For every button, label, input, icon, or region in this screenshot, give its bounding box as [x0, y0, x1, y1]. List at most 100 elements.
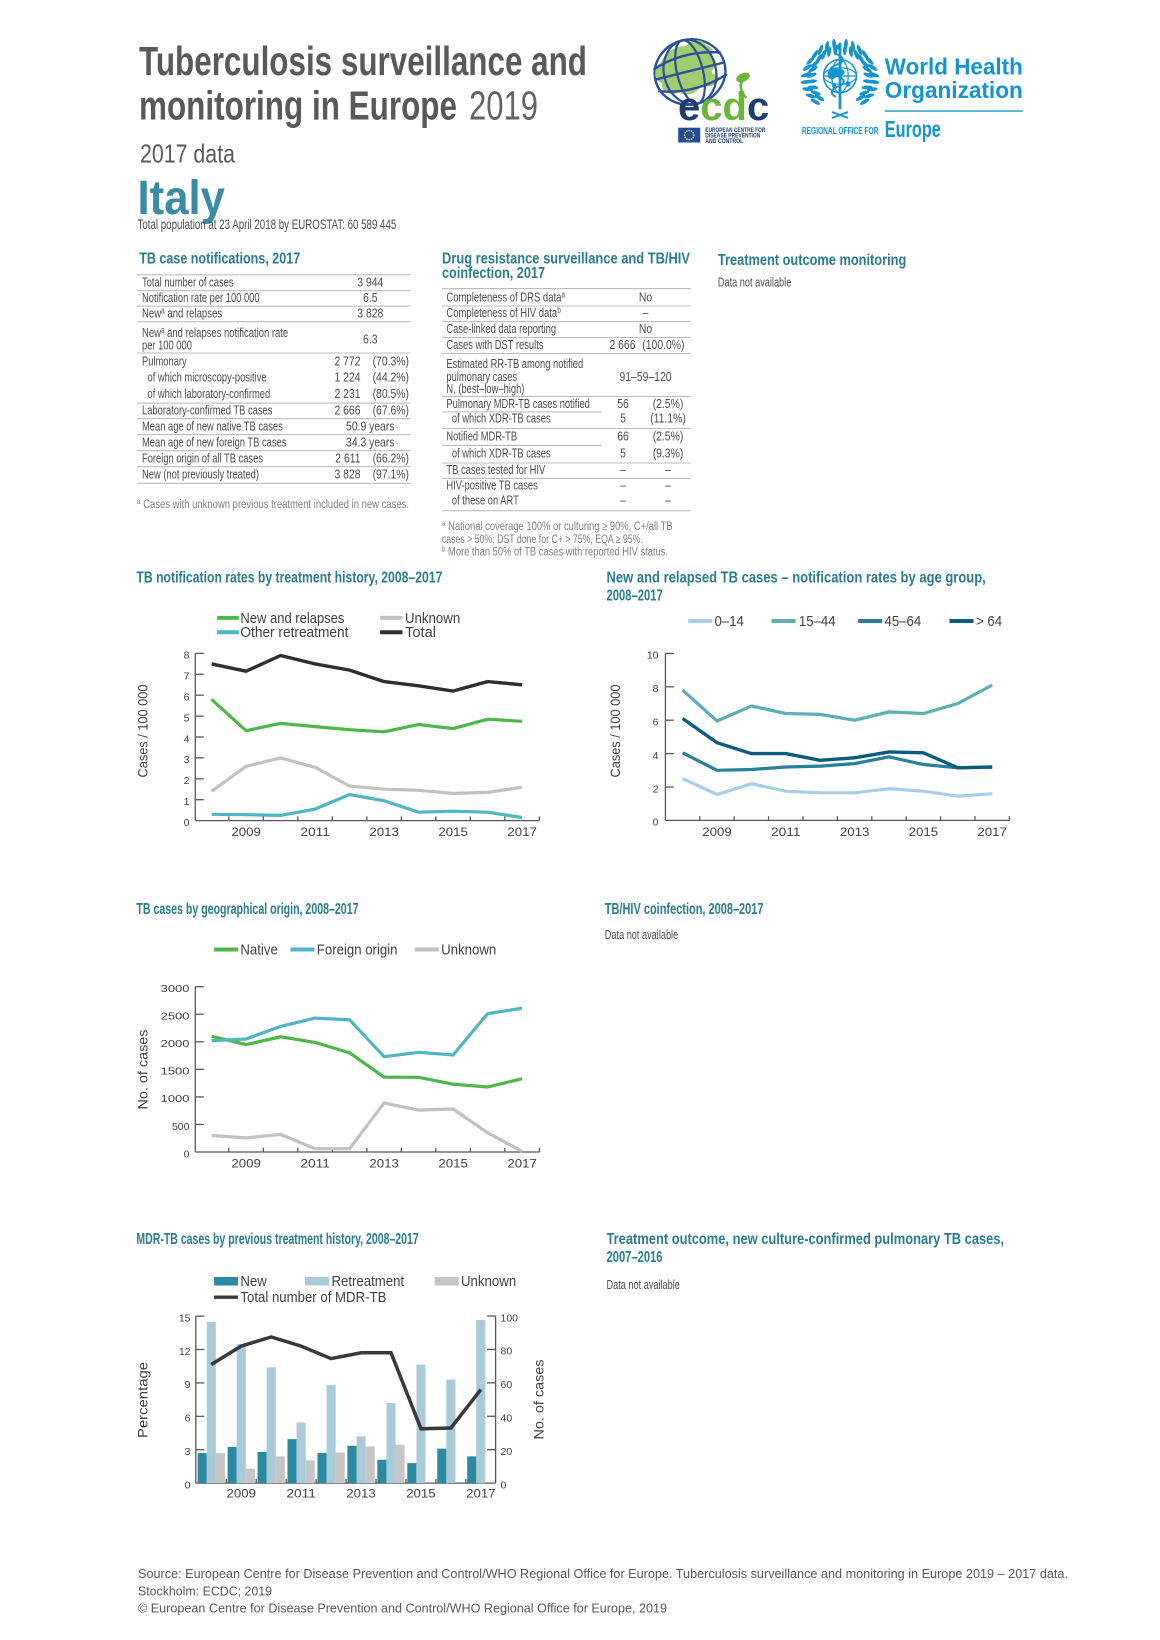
svg-text:Total: Total — [405, 624, 436, 641]
svg-text:45–64: 45–64 — [885, 613, 922, 630]
svg-text:3 828: 3 828 — [335, 466, 361, 481]
svg-text:80: 80 — [501, 1346, 513, 1358]
svg-text:–: – — [665, 477, 671, 492]
svg-text:2017: 2017 — [466, 1489, 496, 1501]
svg-text:Data not available: Data not available — [607, 1277, 680, 1292]
svg-text:World Health: World Health — [885, 54, 1023, 80]
svg-text:5: 5 — [184, 712, 190, 724]
svg-text:2011: 2011 — [286, 1489, 316, 1501]
svg-text:TB/HIV coinfection, 2008–2017: TB/HIV coinfection, 2008–2017 — [605, 901, 764, 918]
svg-text:REGIONAL OFFICE FOR: REGIONAL OFFICE FOR — [802, 126, 879, 137]
svg-text:Drug resistance surveillance a: Drug resistance surveillance and TB/HIV — [442, 250, 691, 267]
svg-text:New: New — [240, 1273, 267, 1290]
svg-text:2007–2016: 2007–2016 — [607, 1249, 663, 1266]
svg-text:Source: European Centre for Di: Source: European Centre for Disease Prev… — [138, 1567, 1068, 1581]
svg-text:Total number of MDR-TB: Total number of MDR-TB — [240, 1289, 386, 1306]
svg-text:5: 5 — [620, 445, 626, 460]
svg-text:Percentage: Percentage — [134, 1362, 150, 1438]
svg-text:TB notification rates by treat: TB notification rates by treatment histo… — [136, 570, 442, 587]
svg-text:Pulmonary MDR-TB cases notifie: Pulmonary MDR-TB cases notified — [446, 396, 590, 411]
svg-text:2015: 2015 — [438, 827, 468, 839]
svg-text:of which XDR-TB cases: of which XDR-TB cases — [452, 411, 551, 426]
svg-text:New and relapsed TB cases – no: New and relapsed TB cases – notification… — [607, 570, 986, 587]
svg-text:2009: 2009 — [227, 1489, 257, 1501]
svg-text:7: 7 — [184, 671, 190, 683]
svg-text:No. of cases: No. of cases — [134, 1030, 150, 1110]
svg-text:–: – — [643, 305, 649, 320]
svg-text:Treatment outcome, new culture: Treatment outcome, new culture-confirmed… — [607, 1231, 1005, 1248]
svg-text:1: 1 — [184, 796, 190, 808]
svg-text:(44.2%): (44.2%) — [373, 370, 409, 385]
svg-text:Italy: Italy — [138, 172, 226, 225]
svg-text:New (not previously treated): New (not previously treated) — [142, 466, 259, 481]
svg-text:–: – — [620, 462, 626, 477]
svg-text:HIV-positive TB cases: HIV-positive TB cases — [446, 477, 538, 492]
svg-text:monitoring in Europe: monitoring in Europe — [139, 83, 457, 129]
svg-text:of which XDR-TB cases: of which XDR-TB cases — [452, 445, 551, 460]
svg-text:Data not available: Data not available — [605, 927, 678, 942]
svg-text:2015: 2015 — [438, 1159, 468, 1171]
svg-text:4: 4 — [653, 750, 659, 762]
svg-text:Retreatment: Retreatment — [332, 1273, 405, 1290]
svg-text:per 100 000: per 100 000 — [142, 338, 192, 353]
svg-text:pulmonary cases: pulmonary cases — [446, 369, 517, 384]
svg-text:1000: 1000 — [161, 1093, 190, 1105]
svg-text:(2.5%): (2.5%) — [653, 429, 684, 444]
svg-text:(2.5%): (2.5%) — [653, 396, 684, 411]
svg-text:2013: 2013 — [840, 827, 870, 839]
svg-text:3: 3 — [184, 754, 190, 766]
svg-text:(100.0%): (100.0%) — [642, 337, 684, 352]
svg-text:2015: 2015 — [909, 827, 939, 839]
svg-text:2011: 2011 — [300, 1159, 330, 1171]
svg-text:2 231: 2 231 — [335, 386, 361, 401]
svg-text:10: 10 — [647, 650, 659, 662]
svg-text:0: 0 — [185, 1479, 191, 1491]
svg-text:> 64: > 64 — [976, 613, 1002, 630]
svg-text:of these on ART: of these on ART — [452, 493, 519, 508]
svg-text:2009: 2009 — [702, 827, 732, 839]
svg-text:Completeness of HIV datab​: Completeness of HIV datab​ — [446, 305, 560, 320]
svg-text:(97.1%): (97.1%) — [373, 466, 409, 481]
svg-text:2 611: 2 611 — [335, 450, 360, 465]
svg-text:Pulmonary: Pulmonary — [142, 354, 187, 369]
svg-text:4: 4 — [184, 733, 190, 745]
svg-text:(80.5%): (80.5%) — [373, 386, 409, 401]
svg-text:No: No — [639, 290, 652, 305]
svg-text:(70.3%): (70.3%) — [373, 354, 409, 369]
svg-text:3 944: 3 944 — [357, 274, 383, 289]
svg-text:15–44: 15–44 — [799, 613, 836, 630]
svg-text:2017: 2017 — [507, 827, 537, 839]
svg-text:Tuberculosis surveillance and: Tuberculosis surveillance and — [139, 38, 587, 84]
svg-text:2 772: 2 772 — [335, 354, 361, 369]
svg-text:(11.1%): (11.1%) — [650, 411, 686, 426]
svg-text:TB case notifications, 2017: TB case notifications, 2017 — [139, 250, 300, 267]
svg-text:2 666: 2 666 — [335, 402, 361, 417]
svg-text:91–59–120: 91–59–120 — [620, 369, 672, 384]
svg-text:Unknown: Unknown — [405, 610, 460, 627]
svg-text:2009: 2009 — [231, 827, 261, 839]
svg-text:2: 2 — [653, 783, 659, 795]
svg-text:56: 56 — [617, 396, 629, 411]
svg-text:No. of cases: No. of cases — [531, 1360, 547, 1440]
svg-text:2015: 2015 — [406, 1489, 436, 1501]
svg-text:Completeness of DRS dataa​: Completeness of DRS dataa​ — [446, 290, 565, 305]
svg-text:5: 5 — [620, 411, 626, 426]
svg-text:N, (best–low–high): N, (best–low–high) — [446, 381, 524, 396]
svg-text:100: 100 — [501, 1312, 519, 1324]
svg-text:9: 9 — [185, 1379, 191, 1391]
svg-text:40: 40 — [501, 1413, 513, 1425]
svg-text:0: 0 — [501, 1479, 507, 1491]
svg-text:66: 66 — [617, 429, 629, 444]
svg-text:Newa​ and relapses: Newa​ and relapses — [142, 305, 222, 320]
svg-text:60: 60 — [501, 1379, 513, 1391]
svg-text:12: 12 — [179, 1346, 191, 1358]
svg-text:2 666: 2 666 — [610, 337, 636, 352]
svg-text:2017 data: 2017 data — [140, 139, 235, 169]
svg-text:Organization: Organization — [885, 77, 1023, 103]
svg-text:50.9 years: 50.9 years — [346, 418, 395, 433]
svg-text:2009: 2009 — [231, 1159, 261, 1171]
svg-text:Cases with DST results: Cases with DST results — [446, 337, 543, 352]
svg-text:coinfection, 2017: coinfection, 2017 — [442, 265, 545, 282]
svg-text:1 224: 1 224 — [335, 370, 361, 385]
svg-text:Native: Native — [240, 942, 277, 959]
